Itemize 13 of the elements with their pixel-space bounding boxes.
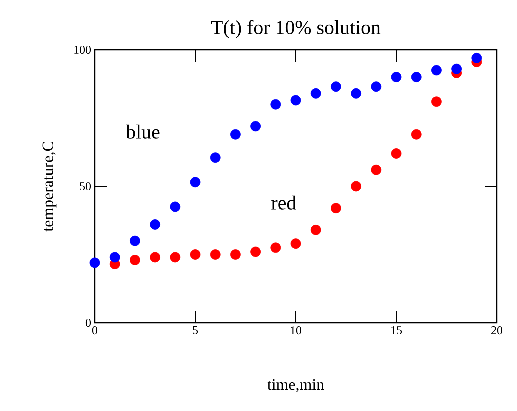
x-tick-label: 0 bbox=[92, 326, 98, 335]
y-tick-label: 100 bbox=[74, 46, 92, 54]
x-axis-title: time,min bbox=[268, 379, 324, 392]
chart-title: T(t) for 10% solution bbox=[211, 20, 381, 38]
x-tick-label: 10 bbox=[291, 326, 302, 335]
x-tick-label: 5 bbox=[193, 326, 198, 334]
x-tick-label: 20 bbox=[492, 326, 503, 335]
x-tick-label: 15 bbox=[392, 326, 402, 335]
text: blue bbox=[126, 124, 160, 139]
series-label: red bbox=[272, 196, 296, 210]
y-axis-title: temperature,C bbox=[42, 142, 57, 232]
y-tick-label: 50 bbox=[80, 182, 92, 191]
y-tick-label: 0 bbox=[86, 318, 92, 328]
